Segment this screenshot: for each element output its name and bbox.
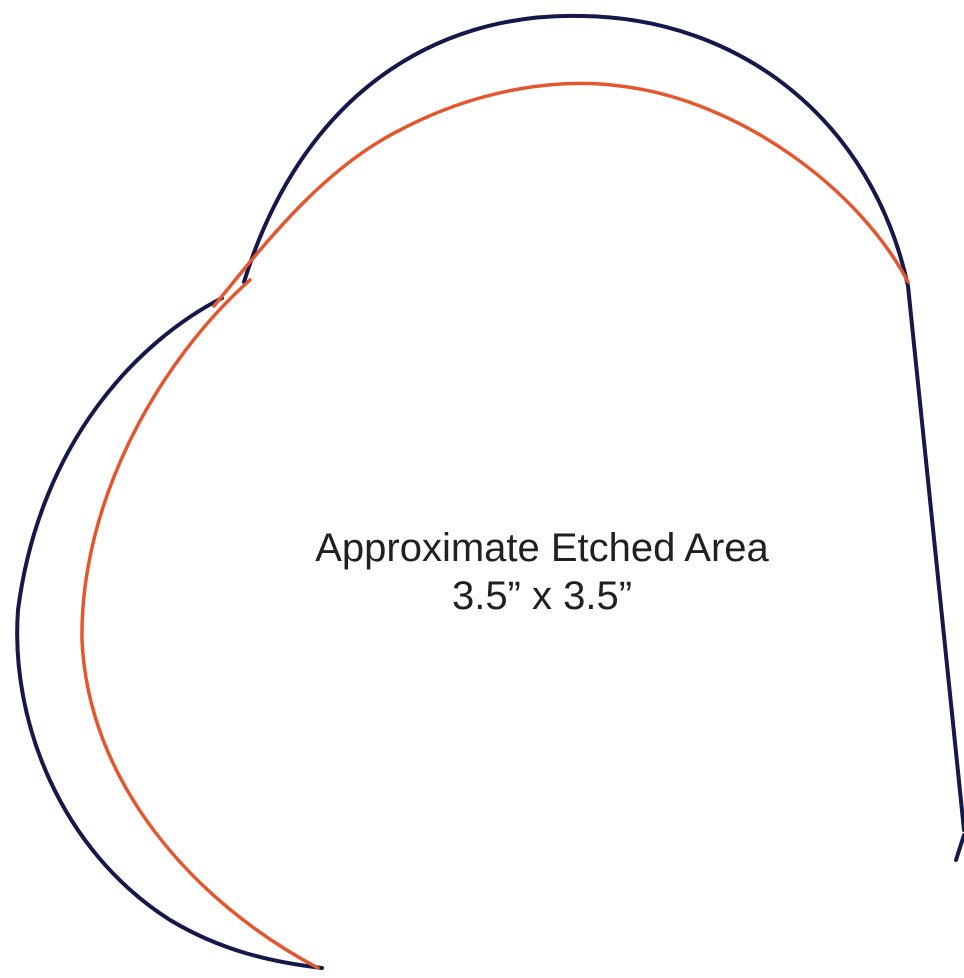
- etched-area-label: Approximate Etched Area 3.5” x 3.5”: [262, 524, 822, 620]
- outer-outline: [15, 13, 964, 970]
- etched-area-title: Approximate Etched Area: [315, 526, 769, 570]
- etched-area-dimensions: 3.5” x 3.5”: [451, 574, 633, 618]
- etch-area-outline: [80, 81, 910, 970]
